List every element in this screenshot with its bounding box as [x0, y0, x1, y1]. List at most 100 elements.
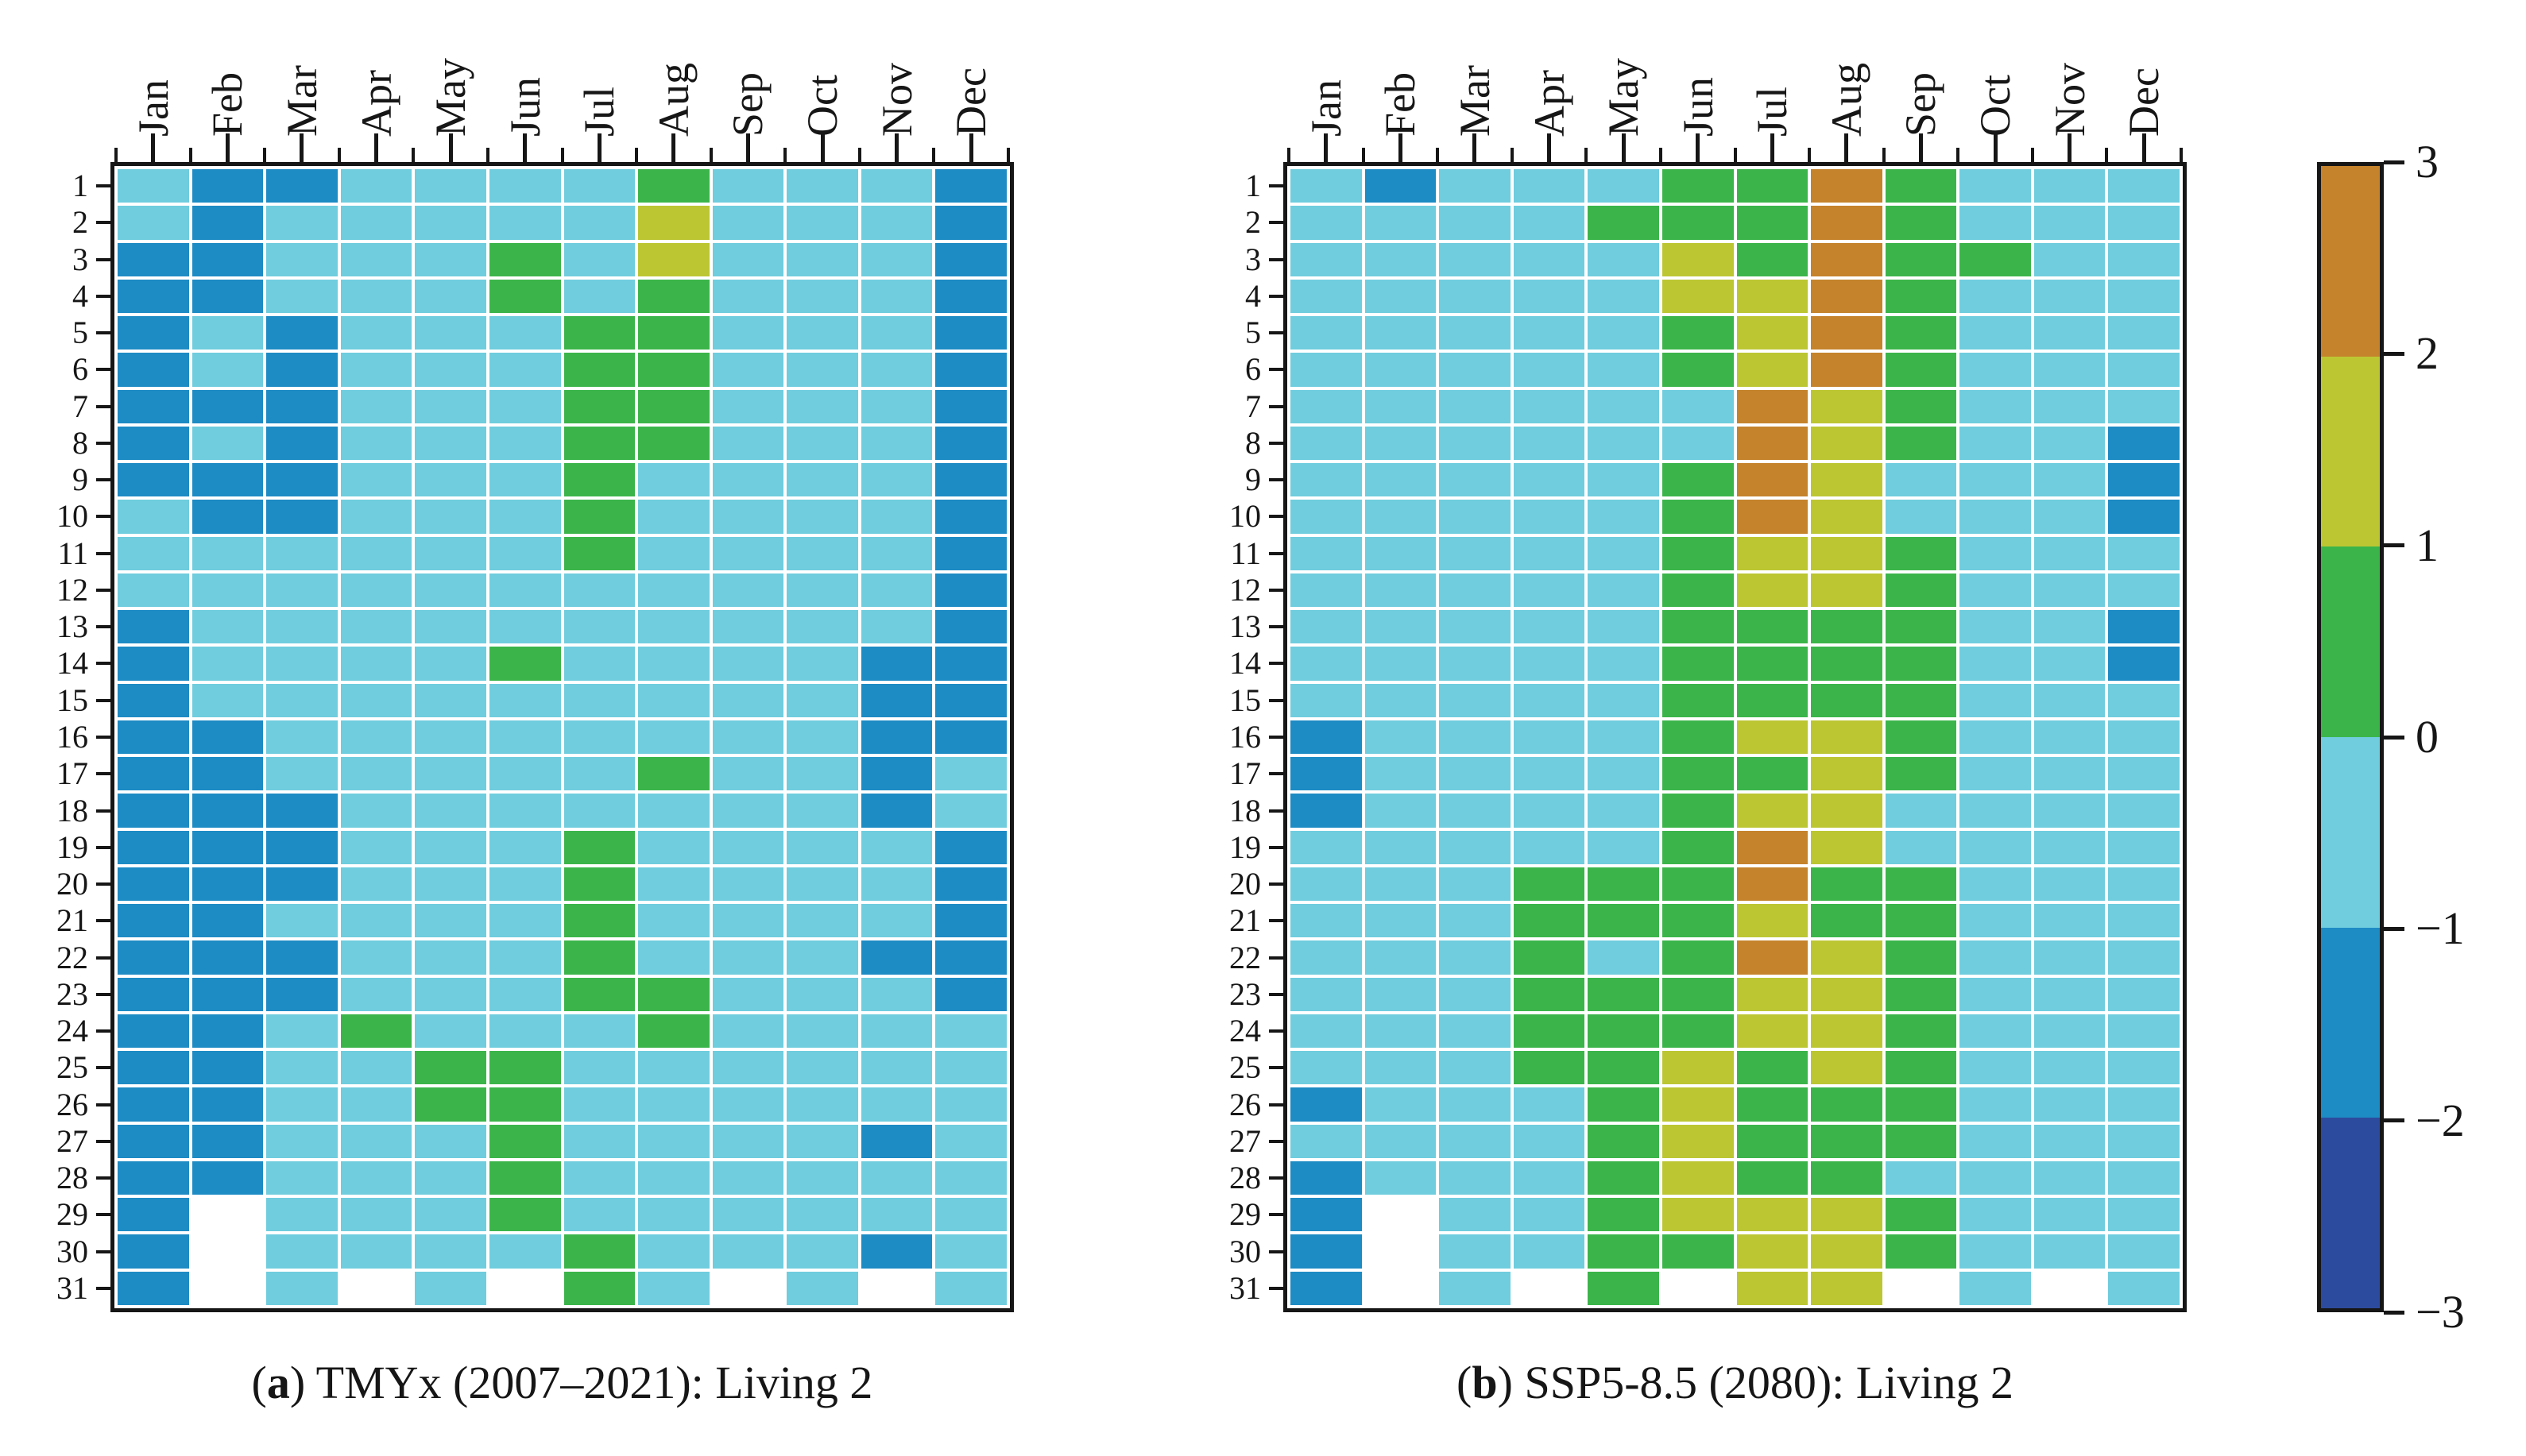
heatmap-cell [266, 500, 338, 534]
colorbar-tick [2384, 543, 2404, 548]
heatmap-grid-b [1290, 169, 2180, 1305]
heatmap-cell [1661, 500, 1734, 534]
heatmap-frame-a [110, 162, 1014, 1312]
y-axis-day-label: 4 [72, 277, 88, 314]
heatmap-cell [191, 940, 264, 975]
heatmap-cell [1811, 426, 1882, 461]
y-axis-day-label: 3 [72, 241, 88, 277]
x-axis-major-tick [895, 133, 899, 162]
heatmap-cell [712, 169, 784, 203]
y-axis-tick [1269, 294, 1283, 298]
heatmap-cell [1364, 1124, 1437, 1158]
heatmap-cell [787, 169, 858, 203]
heatmap-cell [1439, 794, 1511, 828]
heatmap-cell [489, 757, 561, 791]
x-axis-month-label: Feb [203, 72, 252, 137]
heatmap-cell [1959, 1087, 2031, 1122]
heatmap-cell [861, 720, 933, 755]
x-axis-month-label: Aug [1822, 63, 1870, 137]
heatmap-cell [191, 610, 264, 644]
y-axis-day-label: 25 [56, 1049, 88, 1086]
heatmap-cell [118, 279, 189, 314]
heatmap-cell [1736, 647, 1808, 681]
heatmap-cell [1439, 1124, 1511, 1158]
x-axis-major-tick [1770, 133, 1774, 162]
heatmap-cell [2033, 206, 2106, 240]
heatmap-cell [787, 720, 858, 755]
x-axis-month-label: Apr [352, 70, 400, 137]
y-axis-tick [96, 331, 110, 335]
heatmap-cell [340, 647, 412, 681]
heatmap-cell [489, 536, 561, 570]
heatmap-cell [1885, 647, 1957, 681]
x-axis-major-tick [820, 133, 825, 162]
x-axis-major-tick [745, 133, 750, 162]
heatmap-cell [1513, 169, 1585, 203]
heatmap-cell [787, 940, 858, 975]
heatmap-cell [191, 1124, 264, 1158]
heatmap-cell [935, 389, 1007, 423]
y-axis-day-label: 14 [1229, 645, 1261, 682]
heatmap-cell [1364, 1051, 1437, 1085]
heatmap-cell [935, 683, 1007, 717]
heatmap-cell [1588, 940, 1659, 975]
heatmap-cell [1588, 1124, 1659, 1158]
heatmap-cell [1290, 794, 1362, 828]
heatmap-cell [266, 610, 338, 644]
y-axis-tick [1269, 184, 1283, 188]
heatmap-cell [712, 279, 784, 314]
heatmap-cell [266, 279, 338, 314]
heatmap-cell [266, 426, 338, 461]
heatmap-cell [861, 977, 933, 1011]
heatmap-cell [861, 757, 933, 791]
heatmap-cell [340, 1087, 412, 1122]
y-axis-tick [1269, 221, 1283, 225]
x-axis-month-label: Dec [947, 68, 996, 137]
x-axis-minor-tick [2180, 148, 2183, 162]
heatmap-cell [638, 536, 710, 570]
heatmap-cell [1290, 867, 1362, 902]
heatmap-cell [1736, 940, 1808, 975]
heatmap-cell [935, 242, 1007, 276]
heatmap-cell [1811, 169, 1882, 203]
heatmap-cell [1364, 389, 1437, 423]
heatmap-cell [1959, 683, 2031, 717]
heatmap-cell [118, 904, 189, 938]
heatmap-cell [1959, 389, 2031, 423]
heatmap-cell [1811, 977, 1882, 1011]
heatmap-cell [1290, 830, 1362, 864]
heatmap-cell [1736, 169, 1808, 203]
x-axis-minor-tick [560, 148, 564, 162]
heatmap-cell [1885, 389, 1957, 423]
heatmap-cell [2033, 463, 2106, 497]
heatmap-cell [563, 867, 636, 902]
heatmap-cell [1290, 610, 1362, 644]
y-axis-day-label: 19 [56, 828, 88, 865]
heatmap-cell [1364, 500, 1437, 534]
heatmap-cell [712, 720, 784, 755]
heatmap-cell [861, 940, 933, 975]
heatmap-cell [415, 573, 486, 608]
heatmap-cell [2108, 169, 2180, 203]
heatmap-cell-empty [861, 1271, 933, 1305]
x-axis-major-tick [1844, 133, 1849, 162]
heatmap-cell [1364, 610, 1437, 644]
x-axis-minor-tick [1733, 148, 1737, 162]
heatmap-cell [1736, 573, 1808, 608]
heatmap-cell [1959, 904, 2031, 938]
heatmap-cell [1661, 1051, 1734, 1085]
colorbar-tick-label: 1 [2416, 519, 2439, 571]
heatmap-cell [1290, 683, 1362, 717]
heatmap-cell [2108, 1161, 2180, 1195]
heatmap-cell [1661, 977, 1734, 1011]
heatmap-cell [787, 1161, 858, 1195]
heatmap-cell [340, 757, 412, 791]
heatmap-cell [712, 867, 784, 902]
heatmap-cell [266, 720, 338, 755]
y-axis-day-label: 16 [1229, 719, 1261, 755]
heatmap-cell [787, 977, 858, 1011]
heatmap-cell [712, 426, 784, 461]
heatmap-cell [266, 1051, 338, 1085]
heatmap-cell [2033, 720, 2106, 755]
heatmap-cell [1588, 1198, 1659, 1232]
